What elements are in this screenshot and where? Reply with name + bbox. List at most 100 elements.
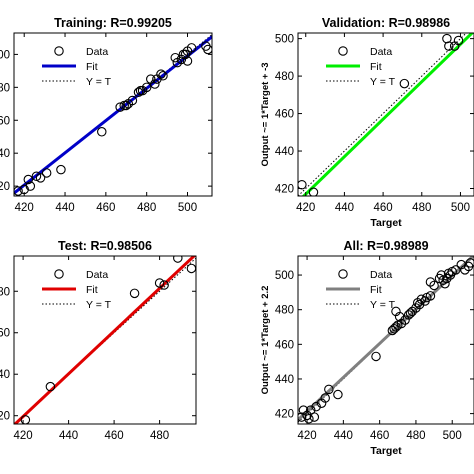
- data-point: [371, 351, 381, 362]
- y-tick-label: 500: [275, 270, 294, 282]
- x-tick-label: 420: [15, 202, 34, 214]
- legend-marker-data: [338, 46, 348, 56]
- legend: Data Fit Y = T: [326, 269, 396, 311]
- data-point: [121, 100, 132, 111]
- x-tick-label: 440: [59, 430, 78, 442]
- x-tick-label: 420: [14, 430, 33, 442]
- data-point: [311, 401, 321, 412]
- y-tick-label: 500: [0, 49, 10, 61]
- legend-label: Y = T: [370, 299, 396, 311]
- y-tick-label: 420: [275, 409, 294, 421]
- data-point: [320, 393, 330, 403]
- data-point: [425, 291, 436, 301]
- y-tick-label: 440: [0, 148, 10, 160]
- axes-frame: [297, 255, 474, 425]
- legend: Data Fit Y = T: [42, 46, 112, 88]
- subplot-3: All: R=0.98989 420 440 460 480 500 420 440 460 48…: [260, 239, 474, 457]
- data-point: [23, 174, 34, 185]
- data-point: [127, 95, 138, 106]
- data-point: [324, 384, 334, 395]
- data-point: [298, 412, 307, 422]
- x-tick-label: 420: [296, 202, 315, 214]
- legend-marker-data: [54, 46, 64, 56]
- legend-label: Data: [86, 269, 108, 281]
- data-point: [453, 35, 464, 46]
- y-tick-label: 460: [275, 109, 294, 121]
- y-axis-label: Output ~= 1*Target + -3: [260, 62, 271, 166]
- x-tick-label: 500: [451, 202, 470, 214]
- fit-line: [301, 33, 474, 196]
- data-point: [141, 82, 152, 93]
- data-point: [173, 256, 183, 263]
- legend-label: Fit: [370, 61, 382, 73]
- y-tick-label: 460: [275, 339, 294, 351]
- data-point: [41, 168, 52, 178]
- y-tick-label: 440: [275, 146, 294, 158]
- data-point: [170, 52, 181, 63]
- data-point: [159, 280, 169, 290]
- x-axis-label: Target: [370, 217, 402, 229]
- data-point: [391, 322, 401, 332]
- data-point: [309, 412, 320, 422]
- legend-label: Y = T: [86, 76, 112, 88]
- x-tick-label: 440: [334, 430, 353, 442]
- x-tick-label: 460: [370, 430, 389, 442]
- data-point: [186, 263, 196, 274]
- data-point: [133, 87, 144, 98]
- x-tick-label: 500: [178, 202, 197, 214]
- data-point: [203, 44, 212, 55]
- x-tick-label: 480: [406, 430, 425, 442]
- y-tick-label: 420: [0, 411, 10, 423]
- axes-frame: [13, 32, 213, 197]
- data-point: [115, 102, 125, 112]
- data-point: [399, 78, 410, 89]
- data-point: [156, 69, 166, 79]
- x-tick-label: 460: [105, 430, 124, 442]
- data-point: [14, 186, 23, 196]
- x-tick-label: 500: [443, 430, 462, 442]
- axes-frame: [297, 32, 474, 197]
- x-tick-label: 420: [297, 430, 316, 442]
- data-point: [436, 270, 447, 280]
- data-point: [129, 288, 140, 299]
- data-point: [444, 41, 454, 51]
- x-tick-label: 480: [137, 202, 156, 214]
- data-point: [25, 181, 36, 191]
- legend: Data Fit Y = T: [326, 46, 396, 88]
- data-point: [308, 187, 319, 196]
- data-point: [45, 381, 56, 392]
- legend-label: Fit: [370, 284, 382, 296]
- x-tick-label: 460: [374, 202, 393, 214]
- legend-label: Y = T: [370, 76, 396, 88]
- subplot-2: Test: R=0.98506 420 440 460 480 420 440 460 480 D…: [0, 239, 197, 442]
- data-point: [186, 43, 197, 53]
- y-tick-label: 500: [275, 34, 294, 46]
- y-tick-label: 460: [0, 115, 10, 127]
- plot-title: Test: R=0.98506: [58, 239, 152, 253]
- y-tick-label: 420: [275, 184, 294, 196]
- x-tick-label: 440: [335, 202, 354, 214]
- fit-line: [14, 256, 196, 424]
- data-point: [20, 415, 31, 424]
- legend-marker-data: [338, 269, 348, 279]
- data-point: [440, 278, 450, 289]
- data-point: [394, 311, 405, 322]
- y-tick-label: 460: [0, 328, 10, 340]
- data-point: [414, 299, 425, 310]
- data-point: [465, 258, 474, 268]
- identity-line: [298, 33, 467, 196]
- legend-label: Data: [370, 46, 392, 58]
- y-tick-label: 440: [0, 369, 10, 381]
- data-point: [333, 389, 343, 400]
- y-tick-label: 480: [0, 82, 10, 94]
- plot-title: Training: R=0.99205: [54, 16, 172, 30]
- y-tick-label: 420: [0, 181, 10, 193]
- data-point: [298, 180, 307, 190]
- x-tick-label: 480: [150, 430, 169, 442]
- plot-title: Validation: R=0.98986: [322, 16, 450, 30]
- data-point: [429, 280, 439, 291]
- data-point: [182, 56, 193, 66]
- x-axis-label: Target: [370, 445, 402, 457]
- y-tick-label: 480: [275, 71, 294, 83]
